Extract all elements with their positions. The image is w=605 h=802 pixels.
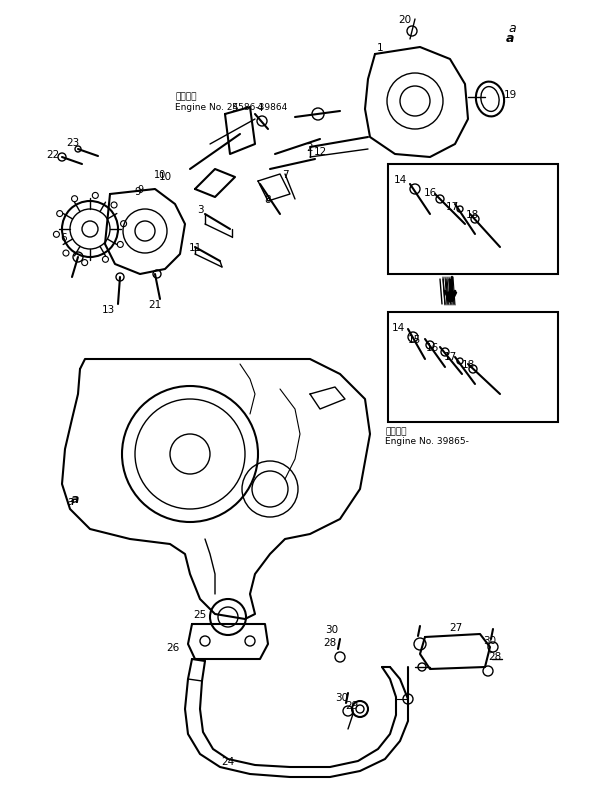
Text: 29: 29 (345, 700, 359, 710)
Text: 22: 22 (47, 150, 60, 160)
Text: a: a (508, 22, 516, 34)
Text: 28: 28 (488, 651, 502, 661)
Text: 18: 18 (465, 210, 479, 220)
Text: 15: 15 (407, 334, 420, 345)
Text: a: a (66, 495, 74, 508)
Text: 9: 9 (137, 184, 143, 195)
Bar (388, 313, 558, 423)
Text: 17: 17 (443, 351, 457, 362)
Text: 10: 10 (154, 170, 166, 180)
Text: 13: 13 (102, 305, 114, 314)
Text: 24: 24 (221, 756, 235, 766)
Text: 19: 19 (503, 90, 517, 100)
Text: 2: 2 (307, 143, 313, 153)
Text: Engine No. 39865-: Engine No. 39865- (385, 437, 469, 446)
Text: a: a (506, 31, 514, 44)
Text: 30: 30 (325, 624, 339, 634)
Text: 8: 8 (265, 195, 271, 205)
Text: 25: 25 (194, 610, 207, 619)
Text: 12: 12 (313, 147, 327, 157)
Text: 適用号外: 適用号外 (385, 427, 407, 436)
Text: 30: 30 (483, 635, 497, 645)
Text: 20: 20 (399, 15, 411, 25)
Text: 14: 14 (391, 322, 405, 333)
Text: 4: 4 (257, 103, 263, 113)
Text: 11: 11 (188, 243, 201, 253)
Text: 30: 30 (335, 692, 348, 702)
Text: 5: 5 (232, 103, 238, 113)
Text: Engine No. 24586-39864: Engine No. 24586-39864 (175, 103, 287, 111)
Text: 16: 16 (425, 342, 439, 353)
Text: 1: 1 (377, 43, 384, 53)
Text: 17: 17 (445, 202, 459, 212)
Text: 27: 27 (450, 622, 463, 632)
Text: 18: 18 (462, 359, 475, 370)
Text: 28: 28 (324, 638, 336, 647)
Text: 9: 9 (135, 187, 142, 196)
Text: 6: 6 (60, 233, 67, 243)
Text: 23: 23 (67, 138, 80, 148)
Text: 14: 14 (393, 175, 407, 184)
Text: 10: 10 (159, 172, 172, 182)
Text: 適用号外: 適用号外 (175, 92, 197, 101)
Text: 3: 3 (197, 205, 203, 215)
Text: 16: 16 (424, 188, 437, 198)
Text: 21: 21 (148, 300, 162, 310)
Text: a: a (71, 493, 79, 506)
Text: 7: 7 (282, 170, 289, 180)
Bar (388, 164, 558, 274)
Text: 26: 26 (166, 642, 180, 652)
